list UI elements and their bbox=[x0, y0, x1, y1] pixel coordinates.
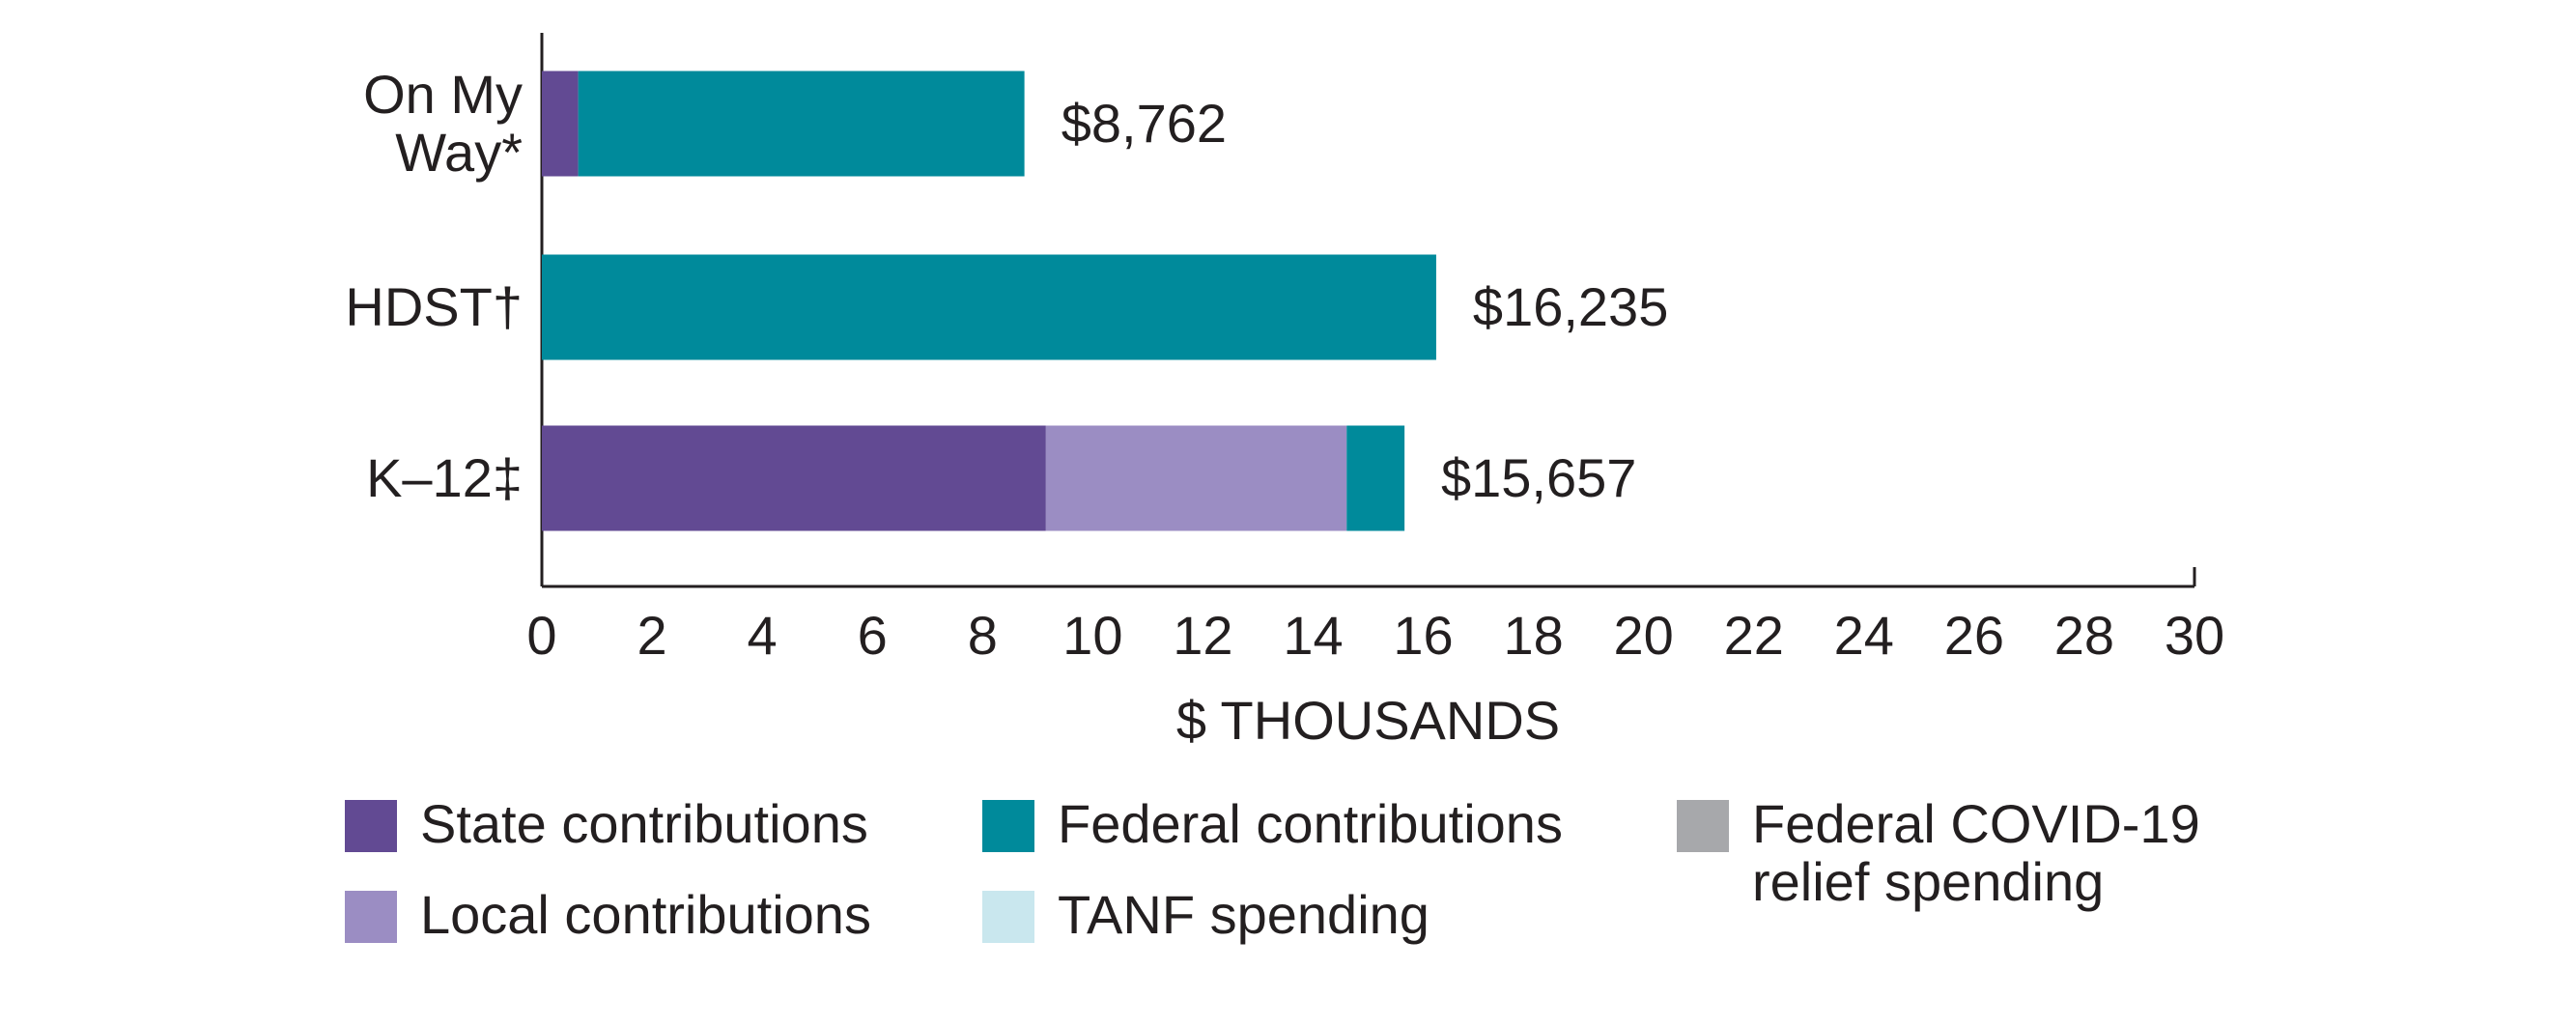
x-axis-label: $ THOUSANDS bbox=[1176, 690, 1560, 751]
total-label: $16,235 bbox=[1473, 276, 1668, 337]
x-tick-label: 12 bbox=[1173, 605, 1232, 666]
y-tick-label: On My Way* bbox=[363, 64, 523, 183]
x-tick-label: 0 bbox=[526, 605, 556, 666]
bar-segment bbox=[1045, 425, 1347, 531]
x-tick-label: 26 bbox=[1944, 605, 2004, 666]
x-tick-label: 22 bbox=[1724, 605, 1784, 666]
x-tick-label: 18 bbox=[1503, 605, 1563, 666]
bar-segment bbox=[578, 71, 1025, 177]
x-tick-label: 14 bbox=[1283, 605, 1343, 666]
y-tick-label: HDST† bbox=[345, 276, 523, 337]
legend-label: Federal COVID-19 relief spending bbox=[1752, 793, 2200, 912]
y-tick-label: K–12‡ bbox=[366, 447, 523, 508]
bar-segment bbox=[542, 425, 1046, 531]
x-tick-label: 28 bbox=[2054, 605, 2114, 666]
x-tick-label: 30 bbox=[2165, 605, 2224, 666]
x-tick-label: 4 bbox=[748, 605, 778, 666]
legend-label: State contributions bbox=[420, 793, 868, 854]
legend-swatch bbox=[345, 891, 397, 943]
x-tick-label: 24 bbox=[1834, 605, 1894, 666]
x-tick-label: 10 bbox=[1062, 605, 1122, 666]
bar-segment bbox=[1346, 425, 1405, 531]
legend-label: Local contributions bbox=[420, 884, 871, 945]
legend-swatch bbox=[1677, 800, 1729, 852]
total-label: $15,657 bbox=[1441, 447, 1636, 508]
x-tick-label: 6 bbox=[858, 605, 888, 666]
legend-label: Federal contributions bbox=[1058, 793, 1563, 854]
total-label: $8,762 bbox=[1062, 93, 1227, 154]
legend-swatch bbox=[982, 891, 1034, 943]
legend-swatch bbox=[982, 800, 1034, 852]
bar-segment bbox=[542, 71, 579, 177]
bar-segment bbox=[542, 254, 1436, 360]
x-tick-label: 8 bbox=[968, 605, 998, 666]
x-tick-label: 16 bbox=[1393, 605, 1453, 666]
x-tick-label: 20 bbox=[1614, 605, 1674, 666]
legend-swatch bbox=[345, 800, 397, 852]
x-tick-label: 2 bbox=[637, 605, 666, 666]
legend-label: TANF spending bbox=[1058, 884, 1430, 945]
